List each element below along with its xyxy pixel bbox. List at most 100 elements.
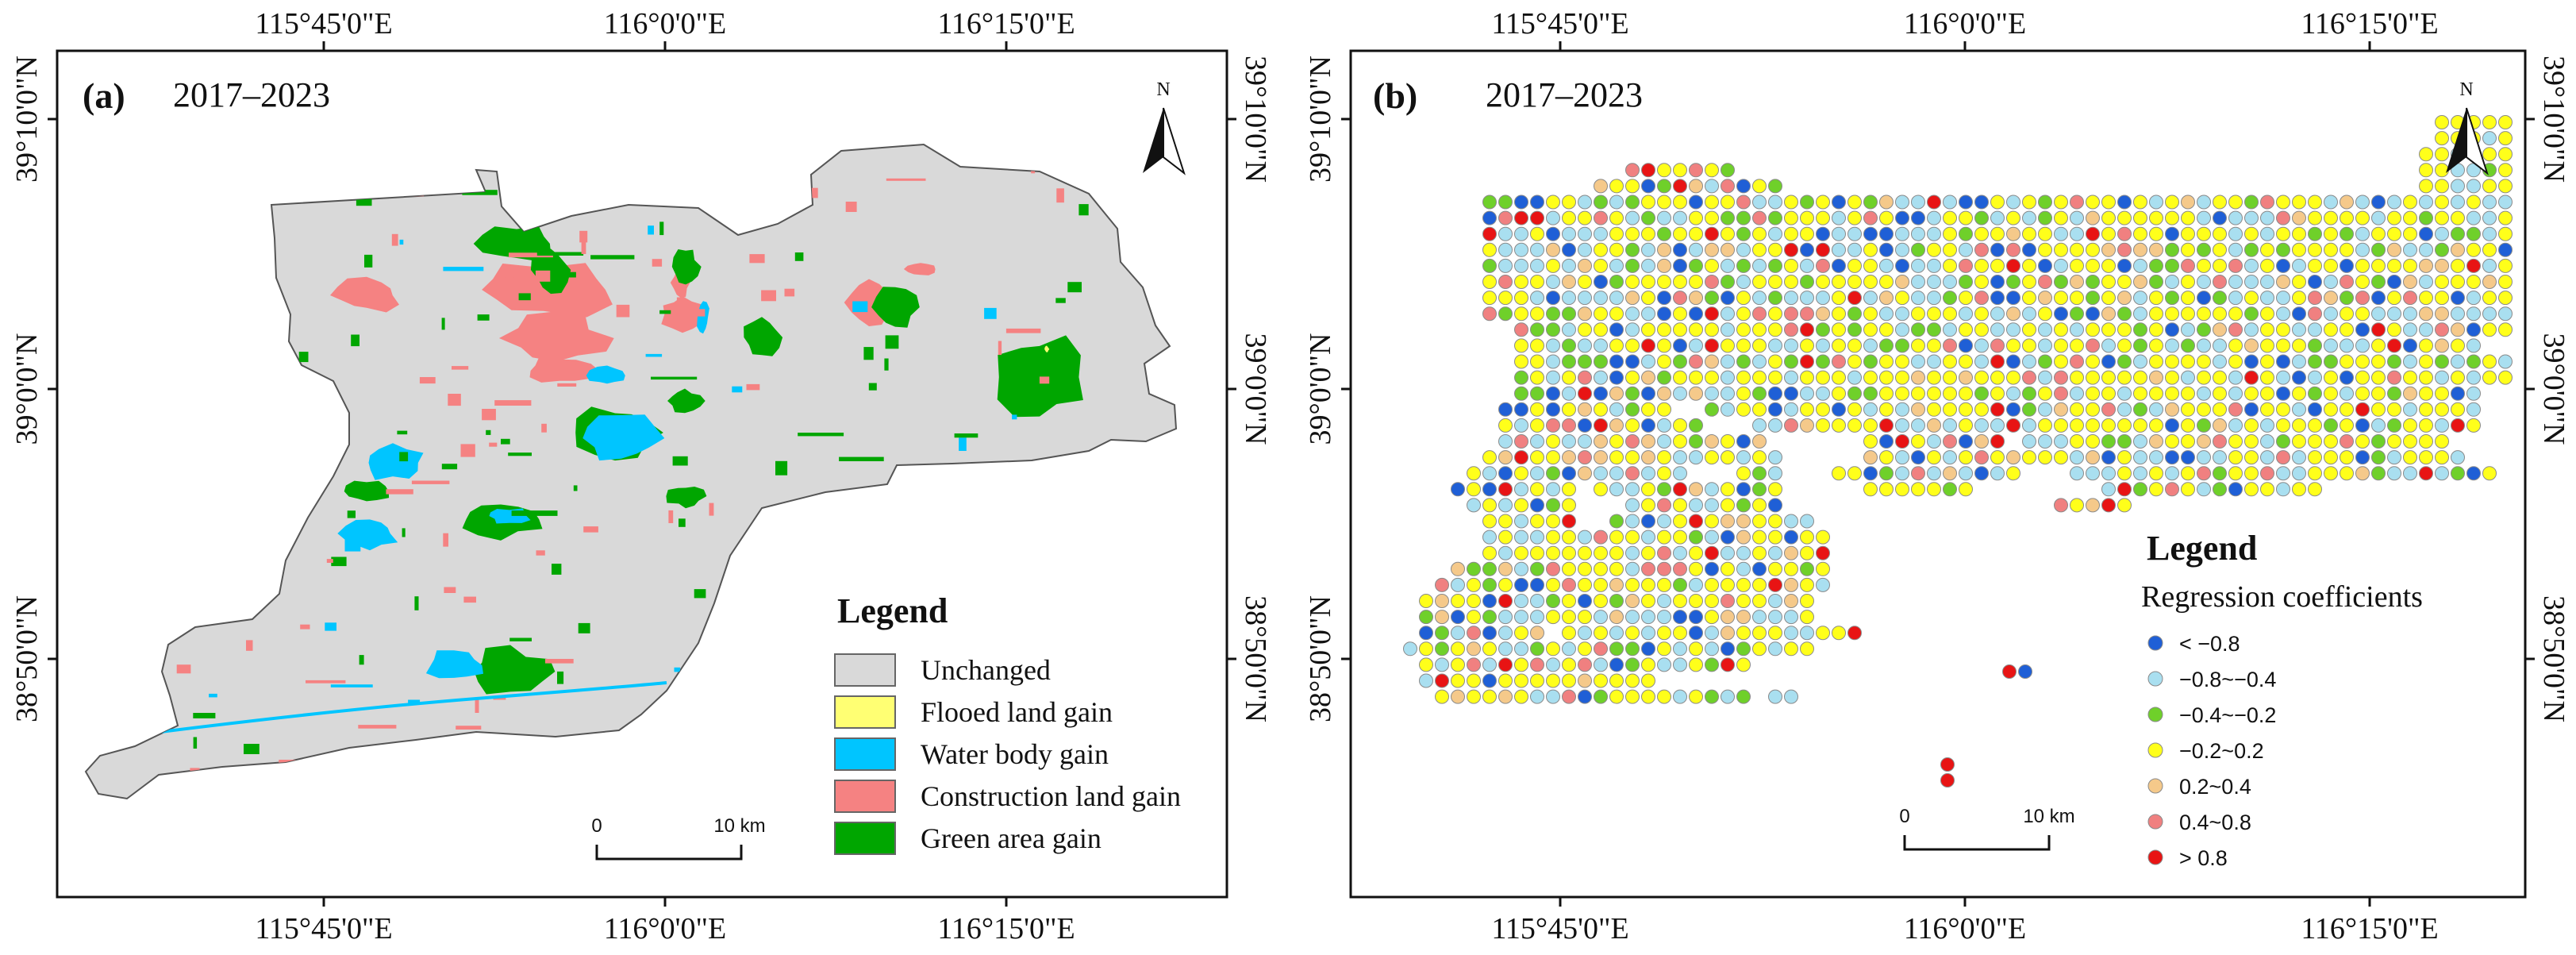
- grid-cell-dot: [1736, 610, 1751, 625]
- grid-cell-dot: [1546, 402, 1560, 417]
- grid-cell-dot: [1609, 657, 1624, 672]
- grid-cell-dot: [1546, 657, 1560, 672]
- green-patch: [298, 352, 309, 363]
- grid-cell-dot: [1562, 594, 1576, 608]
- cons-patch: [494, 400, 532, 406]
- grid-cell-dot: [1816, 258, 1830, 273]
- grid-cell-dot: [2371, 338, 2386, 353]
- grid-cell-dot: [2213, 338, 2227, 353]
- grid-cell-dot: [1673, 210, 1687, 225]
- grid-cell-dot: [1800, 529, 1814, 545]
- grid-cell-dot: [1847, 258, 1862, 273]
- grid-cell-dot: [1721, 545, 1735, 560]
- grid-cell-dot: [1625, 626, 1640, 641]
- grid-cell-dot: [2101, 466, 2116, 481]
- grid-cell-dot: [1530, 450, 1544, 465]
- grid-cell-dot: [1911, 370, 1925, 385]
- grid-cell-dot: [1546, 610, 1560, 625]
- grid-cell-dot: [2498, 354, 2513, 369]
- grid-cell-dot: [1498, 275, 1513, 289]
- grid-cell-dot: [1784, 370, 1798, 385]
- grid-cell-dot: [2371, 242, 2386, 257]
- grid-cell-dot: [1847, 402, 1862, 417]
- grid-cell-dot: [1927, 370, 1941, 385]
- grid-cell-dot: [2101, 194, 2116, 210]
- grid-cell-dot: [2260, 370, 2274, 385]
- grid-cell-dot: [2117, 226, 2132, 241]
- grid-cell-dot: [1562, 226, 1576, 241]
- grid-cell-dot: [1641, 561, 1655, 576]
- water-patch: [408, 699, 421, 704]
- grid-cell-dot: [1879, 194, 1894, 210]
- grid-cell-dot: [1641, 194, 1655, 210]
- cons-patch: [616, 304, 630, 318]
- legend-swatch: [834, 695, 896, 729]
- grid-cell-dot: [2022, 306, 2036, 322]
- grid-cell-dot: [1689, 482, 1703, 497]
- grid-cell-dot: [1990, 434, 2005, 449]
- grid-cell-dot: [1562, 418, 1576, 433]
- panel-b-period: 2017–2023: [1486, 75, 1643, 114]
- grid-cell-dot: [1657, 242, 1671, 257]
- grid-cell-dot: [1514, 594, 1528, 608]
- grid-cell-dot: [1673, 482, 1687, 497]
- grid-cell-dot: [2324, 434, 2338, 449]
- grid-cell-dot: [2435, 466, 2449, 481]
- grid-cell-dot: [1940, 773, 1955, 787]
- grid-cell-dot: [1514, 610, 1528, 625]
- grid-cell-dot: [1832, 466, 1846, 481]
- grid-cell-dot: [1974, 306, 1989, 322]
- grid-cell-dot: [2451, 338, 2465, 353]
- cons-patch: [444, 587, 456, 593]
- green-patch: [508, 452, 532, 456]
- grid-cell-dot: [1530, 322, 1544, 337]
- panel-a-left-lat-3: 38°50'0"N: [10, 595, 44, 722]
- grid-cell-dot: [1721, 179, 1735, 194]
- grid-cell-dot: [1847, 226, 1862, 241]
- cons-patch: [456, 726, 482, 730]
- grid-cell-dot: [1879, 450, 1894, 465]
- grid-cell-dot: [1403, 641, 1417, 657]
- grid-cell-dot: [2054, 242, 2068, 257]
- water-patch: [399, 239, 404, 245]
- grid-cell-dot: [1752, 194, 1767, 210]
- grid-cell-dot: [1482, 641, 1497, 657]
- grid-cell-dot: [1625, 498, 1640, 513]
- grid-cell-dot: [2403, 322, 2417, 337]
- grid-cell-dot: [1498, 594, 1513, 608]
- grid-cell-dot: [2006, 275, 2020, 289]
- grid-cell-dot: [1562, 322, 1576, 337]
- grid-cell-dot: [2435, 450, 2449, 465]
- grid-cell-dot: [2340, 370, 2354, 385]
- grid-cell-dot: [1689, 386, 1703, 401]
- grid-cell-dot: [1578, 434, 1592, 449]
- grid-cell-dot: [1768, 291, 1782, 306]
- grid-cell-dot: [2038, 275, 2052, 289]
- grid-cell-dot: [2038, 402, 2052, 417]
- grid-cell-dot: [1943, 194, 1957, 210]
- green-patch: [511, 510, 558, 516]
- legend-label: −0.4~−0.2: [2179, 703, 2276, 727]
- grid-cell-dot: [1959, 338, 1973, 353]
- grid-cell-dot: [1546, 482, 1560, 497]
- grid-cell-dot: [2387, 418, 2401, 433]
- cons-patch: [330, 276, 399, 313]
- green-patch: [659, 310, 671, 314]
- grid-cell-dot: [1990, 291, 2005, 306]
- grid-cell-dot: [2419, 450, 2433, 465]
- grid-cell-dot: [1467, 594, 1481, 608]
- cons-patch: [761, 290, 776, 302]
- grid-cell-dot: [1625, 673, 1640, 688]
- grid-cell-dot: [1784, 402, 1798, 417]
- grid-cell-dot: [1514, 275, 1528, 289]
- grid-cell-dot: [1927, 258, 1941, 273]
- grid-cell-dot: [2260, 418, 2274, 433]
- grid-cell-dot: [1705, 354, 1719, 369]
- grid-cell-dot: [1625, 466, 1640, 481]
- grid-cell-dot: [2165, 402, 2179, 417]
- grid-cell-dot: [1959, 258, 1973, 273]
- grid-cell-dot: [2355, 434, 2370, 449]
- grid-cell-dot: [2070, 194, 2084, 210]
- grid-cell-dot: [1657, 226, 1671, 241]
- grid-cell-dot: [2466, 338, 2481, 353]
